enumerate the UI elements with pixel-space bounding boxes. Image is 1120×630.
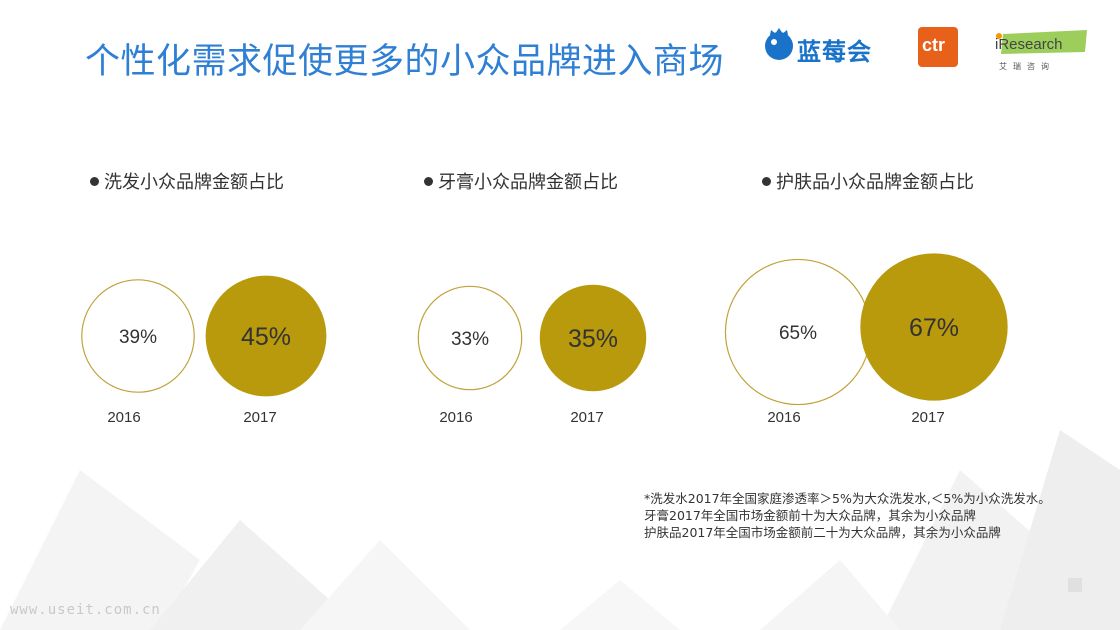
ctr-logo: ctr [918, 27, 958, 67]
footnote: *洗发水2017年全国家庭渗透率＞5%为大众洗发水,＜5%为小众洗发水。 牙膏2… [644, 490, 1074, 541]
iresearch-logo-text: iResearch [995, 36, 1063, 53]
footnote-line-3: 护肤品2017年全国市场金额前二十为大众品牌，其余为小众品牌 [644, 525, 1001, 540]
bubble-1-2017 [539, 284, 647, 392]
blueberry-icon [765, 28, 793, 60]
watermark: www.useit.com.cn [10, 602, 161, 618]
footnote-line-2: 牙膏2017年全国市场金额前十为大众品牌，其余为小众品牌 [644, 508, 976, 523]
bullet-dot-icon [424, 176, 433, 186]
iresearch-swoosh-icon [996, 30, 1087, 54]
chart-title-skincare: 护肤品小众品牌金额占比 [762, 168, 974, 194]
bubble-1-2016 [417, 285, 523, 391]
ctr-logo-text: ctr [922, 35, 946, 55]
year-label-2-2016: 2016 [767, 409, 800, 426]
footnote-line-1: *洗发水2017年全国家庭渗透率＞5%为大众洗发水,＜5%为小众洗发水。 [644, 491, 1051, 506]
bubble-label-0-2017: 45% [241, 323, 291, 351]
bubble-label-1-2017: 35% [568, 325, 618, 353]
page-title: 个性化需求促使更多的小众品牌进入商场 [85, 42, 725, 82]
chart-title-shampoo-text: 洗发小众品牌金额占比 [104, 172, 284, 193]
chart-title-toothpaste-text: 牙膏小众品牌金额占比 [438, 172, 618, 193]
year-label-1-2017: 2017 [570, 409, 603, 426]
lanmeihui-logo: 蓝莓会 [762, 26, 882, 68]
bubble-0-2017 [205, 275, 327, 397]
year-label-1-2016: 2016 [439, 409, 472, 426]
year-label-0-2016: 2016 [107, 409, 140, 426]
bubble-label-1-2016: 33% [451, 329, 489, 350]
bubble-label-2-2017: 67% [909, 314, 959, 342]
chart-title-skincare-text: 护肤品小众品牌金额占比 [776, 172, 974, 193]
page-number-box [1068, 578, 1082, 592]
chart-title-toothpaste: 牙膏小众品牌金额占比 [424, 168, 618, 194]
year-label-2-2017: 2017 [911, 409, 944, 426]
year-label-0-2017: 2017 [243, 409, 276, 426]
bullet-dot-icon [90, 176, 99, 186]
bubble-2-2017 [860, 253, 1008, 401]
bubble-label-2-2016: 65% [779, 323, 817, 344]
chart-title-shampoo: 洗发小众品牌金额占比 [90, 168, 284, 194]
lanmeihui-logo-text: 蓝莓会 [797, 38, 872, 66]
iresearch-logo: iResearch 艾瑞咨询 [995, 30, 1090, 72]
bullet-dot-icon [762, 176, 771, 186]
bubble-0-2016 [81, 279, 195, 393]
bubble-label-0-2016: 39% [119, 327, 157, 348]
iresearch-logo-subtext: 艾瑞咨询 [999, 62, 1055, 71]
